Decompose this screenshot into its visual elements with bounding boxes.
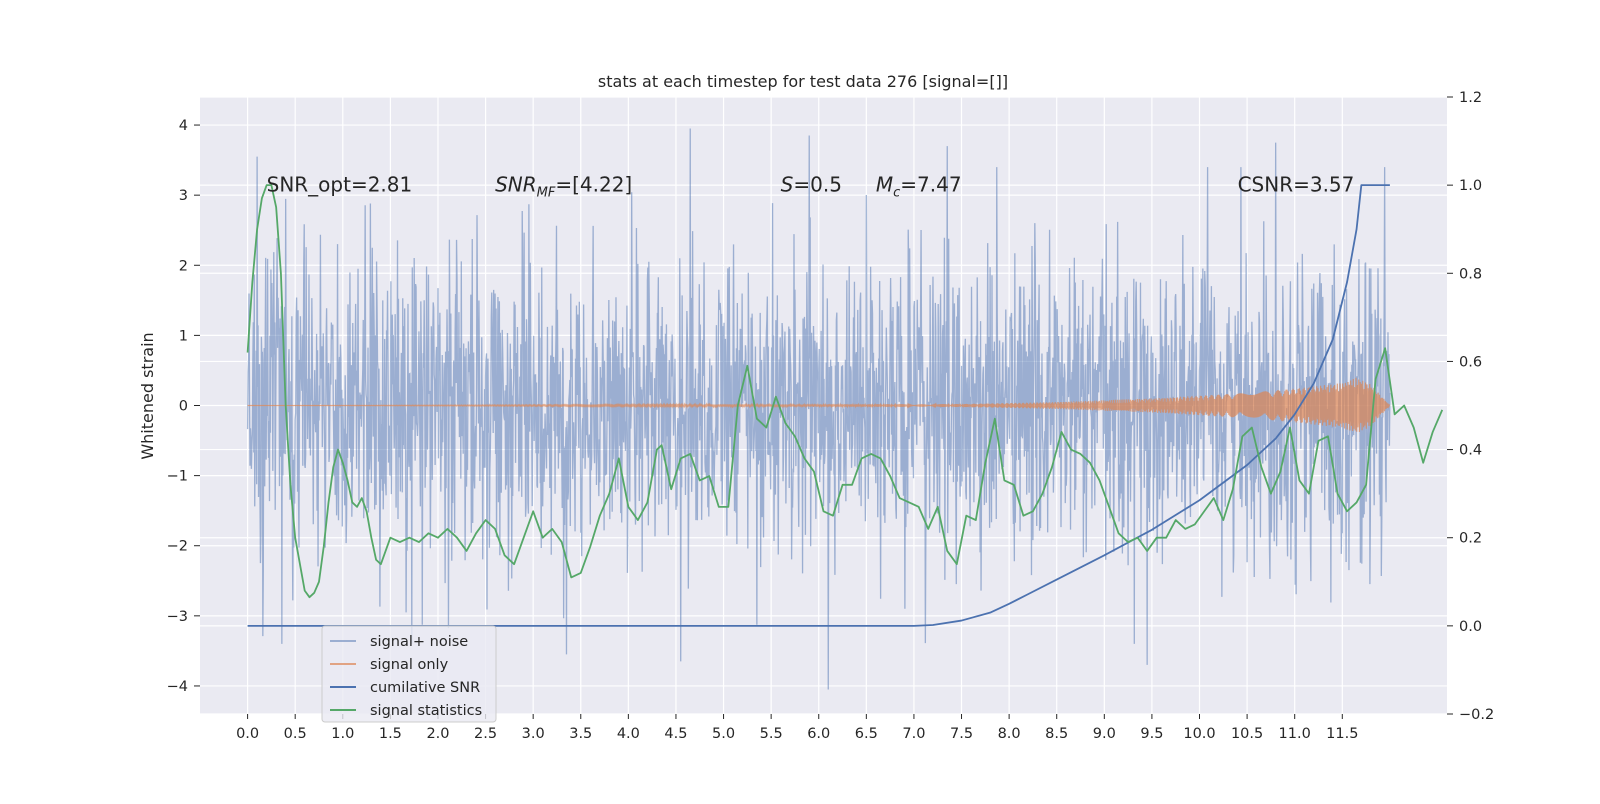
annotation-label: S=0.5: [781, 173, 842, 197]
y-tick-label: 1: [179, 328, 188, 344]
series-signal-only: [247, 377, 1391, 433]
y-tick-label: 4: [179, 118, 188, 134]
y2-tick-label: 0.6: [1459, 354, 1482, 370]
x-tick-label: 10.0: [1183, 726, 1215, 742]
x-tick-label: 6.5: [855, 726, 878, 742]
y-tick-label: 2: [179, 258, 188, 274]
x-tick-label: 5.5: [760, 726, 783, 742]
series-cumilative-snr: [247, 184, 1390, 627]
y2-tick-label: 1.0: [1459, 178, 1482, 194]
series-signal-statistics: [246, 184, 1444, 599]
legend-label: signal+ noise: [370, 634, 468, 650]
y-tick-label: −1: [167, 469, 188, 485]
annotation-label: CSNR=3.57: [1238, 173, 1355, 197]
y-tick-label: −2: [167, 539, 188, 555]
legend-label: cumilative SNR: [370, 680, 480, 696]
y-tick-label: 3: [179, 188, 188, 204]
annotation-label: SNRMF=[4.22]: [495, 173, 632, 201]
y2-tick-label: 0.4: [1459, 443, 1482, 459]
x-tick-label: 4.5: [664, 726, 687, 742]
annotation-label: SNR_opt=2.81: [267, 173, 413, 197]
x-tick-label: 11.5: [1326, 726, 1358, 742]
x-tick-label: 2.5: [474, 726, 497, 742]
y2-tick-label: 1.2: [1459, 90, 1482, 106]
x-tick-label: 0.5: [284, 726, 307, 742]
y-tick-label: 0: [179, 399, 188, 415]
y2-tick-label: 0.0: [1459, 619, 1482, 635]
series-layer: [246, 128, 1444, 690]
x-tick-label: 0.0: [236, 726, 259, 742]
x-tick-label: 3.0: [522, 726, 545, 742]
x-tick-label: 9.0: [1093, 726, 1116, 742]
y2-tick-label: 0.8: [1459, 266, 1482, 282]
x-tick-label: 3.5: [569, 726, 592, 742]
x-tick-label: 2.0: [426, 726, 449, 742]
x-tick-label: 4.0: [617, 726, 640, 742]
legend-label: signal statistics: [370, 703, 482, 719]
x-tick-label: 5.0: [712, 726, 735, 742]
x-tick-label: 8.5: [1045, 726, 1068, 742]
plot-area: 0.0 0.5 1.0 1.5 2.0 2.5 3.0 3.5 4.0 4.5 5.0 5.5 6.0 6…: [167, 90, 1495, 742]
x-tick-label: 10.5: [1231, 726, 1263, 742]
series-signal-noise: [246, 128, 1391, 690]
x-tick-label: 1.5: [379, 726, 402, 742]
y2-tick-label: 0.2: [1459, 531, 1482, 547]
annotation-label: Mc=7.47: [876, 173, 962, 201]
legend-frame: [321, 625, 497, 723]
x-tick-label: 9.5: [1140, 726, 1163, 742]
x-tick-label: 8.0: [998, 726, 1021, 742]
legend-label: signal only: [370, 657, 449, 673]
y-axis-label: Whitened strain: [138, 332, 157, 459]
chart-title: stats at each timestep for test data 276…: [598, 72, 1008, 91]
x-tick-label: 7.5: [950, 726, 973, 742]
x-tick-label: 7.0: [902, 726, 925, 742]
x-tick-label: 11.0: [1279, 726, 1311, 742]
x-tick-label: 1.0: [331, 726, 354, 742]
y2-tick-label: −0.2: [1459, 707, 1494, 723]
x-tick-label: 6.0: [807, 726, 830, 742]
legend: signal+ noise signal only cumilative SNR si…: [321, 625, 497, 723]
y-tick-label: −4: [167, 679, 188, 695]
y-tick-label: −3: [167, 609, 188, 625]
